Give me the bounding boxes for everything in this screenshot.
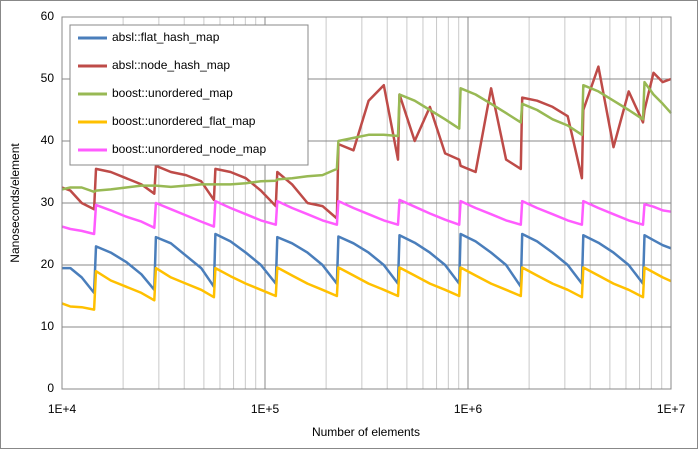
legend-label: boost::unordered_map <box>112 86 233 100</box>
legend-box <box>69 24 309 166</box>
x-tick-label: 1E+7 <box>657 402 686 416</box>
legend-label: absl::node_hash_map <box>112 58 230 72</box>
lines <box>61 65 672 311</box>
y-tick-label: 50 <box>41 71 55 85</box>
legend-label: boost::unordered_node_map <box>112 142 266 156</box>
legend: absl::flat_hash_mapabsl::node_hash_mapbo… <box>69 24 309 166</box>
y-tick-label: 0 <box>47 381 54 395</box>
plot-border <box>61 16 672 390</box>
y-axis-label: Nanoseconds/element <box>8 143 22 263</box>
legend-label: absl::flat_hash_map <box>112 30 220 44</box>
x-tick-label: 1E+4 <box>48 402 77 416</box>
series-line <box>61 65 672 220</box>
y-tick-label: 10 <box>41 319 55 333</box>
series-line <box>61 80 672 194</box>
y-tick-label: 30 <box>41 195 55 209</box>
x-axis-label: Number of elements <box>312 425 420 439</box>
series-line <box>61 266 672 311</box>
series-line <box>61 198 672 236</box>
x-tick-label: 1E+5 <box>251 402 280 416</box>
legend-label: boost::unordered_flat_map <box>112 114 256 128</box>
y-tick-label: 40 <box>41 133 55 147</box>
x-tick-label: 1E+6 <box>454 402 483 416</box>
y-tick-label: 60 <box>41 9 55 23</box>
y-tick-label: 20 <box>41 257 55 271</box>
